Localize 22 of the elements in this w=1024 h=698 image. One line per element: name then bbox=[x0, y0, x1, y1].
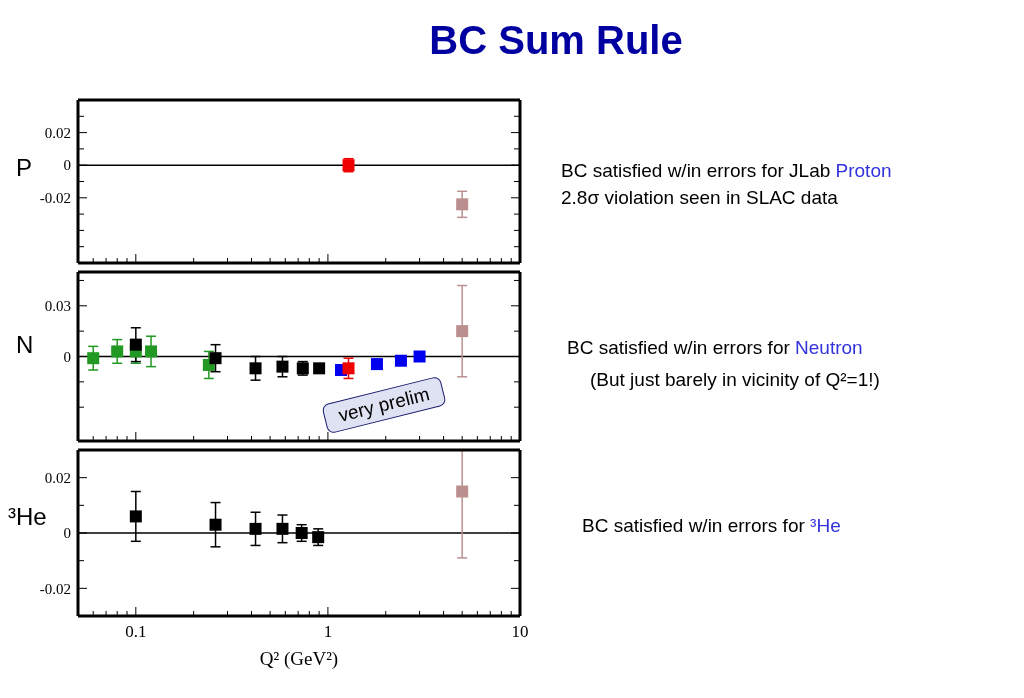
x-tick-label: 1 bbox=[323, 622, 333, 641]
text: (But just barely in vicinity of Q²=1!) bbox=[589, 368, 880, 392]
text: BC satisfied w/in errors for Neutron bbox=[567, 336, 864, 360]
y-tick-label: -0.02 bbox=[39, 580, 71, 597]
text: BC satisfied w/in errors for JLab Proton bbox=[561, 159, 892, 183]
y-axis-title: ³He bbox=[8, 503, 47, 531]
x-axis-title: Q² (GeV²) bbox=[258, 648, 340, 670]
y-tick-label: 0.02 bbox=[44, 469, 71, 486]
y-tick-label: 0.03 bbox=[44, 298, 71, 315]
y-tick-label: 0 bbox=[63, 157, 71, 174]
chart-title: BC Sum Rule bbox=[428, 17, 684, 64]
y-tick-label: 0 bbox=[63, 348, 71, 365]
text: 2.8σ violation seen in SLAC data bbox=[561, 186, 839, 210]
text: BC satisfied w/in errors for ³He bbox=[582, 514, 841, 538]
y-tick-label: -0.02 bbox=[39, 190, 71, 207]
x-tick-label: 0.1 bbox=[125, 622, 147, 641]
y-tick-label: 0 bbox=[63, 525, 71, 542]
y-axis-title: P bbox=[16, 154, 33, 182]
y-axis-title: N bbox=[16, 331, 34, 359]
y-tick-label: 0.02 bbox=[44, 124, 71, 141]
annotation: very prelim bbox=[321, 375, 447, 435]
x-tick-label: 10 bbox=[511, 622, 529, 641]
